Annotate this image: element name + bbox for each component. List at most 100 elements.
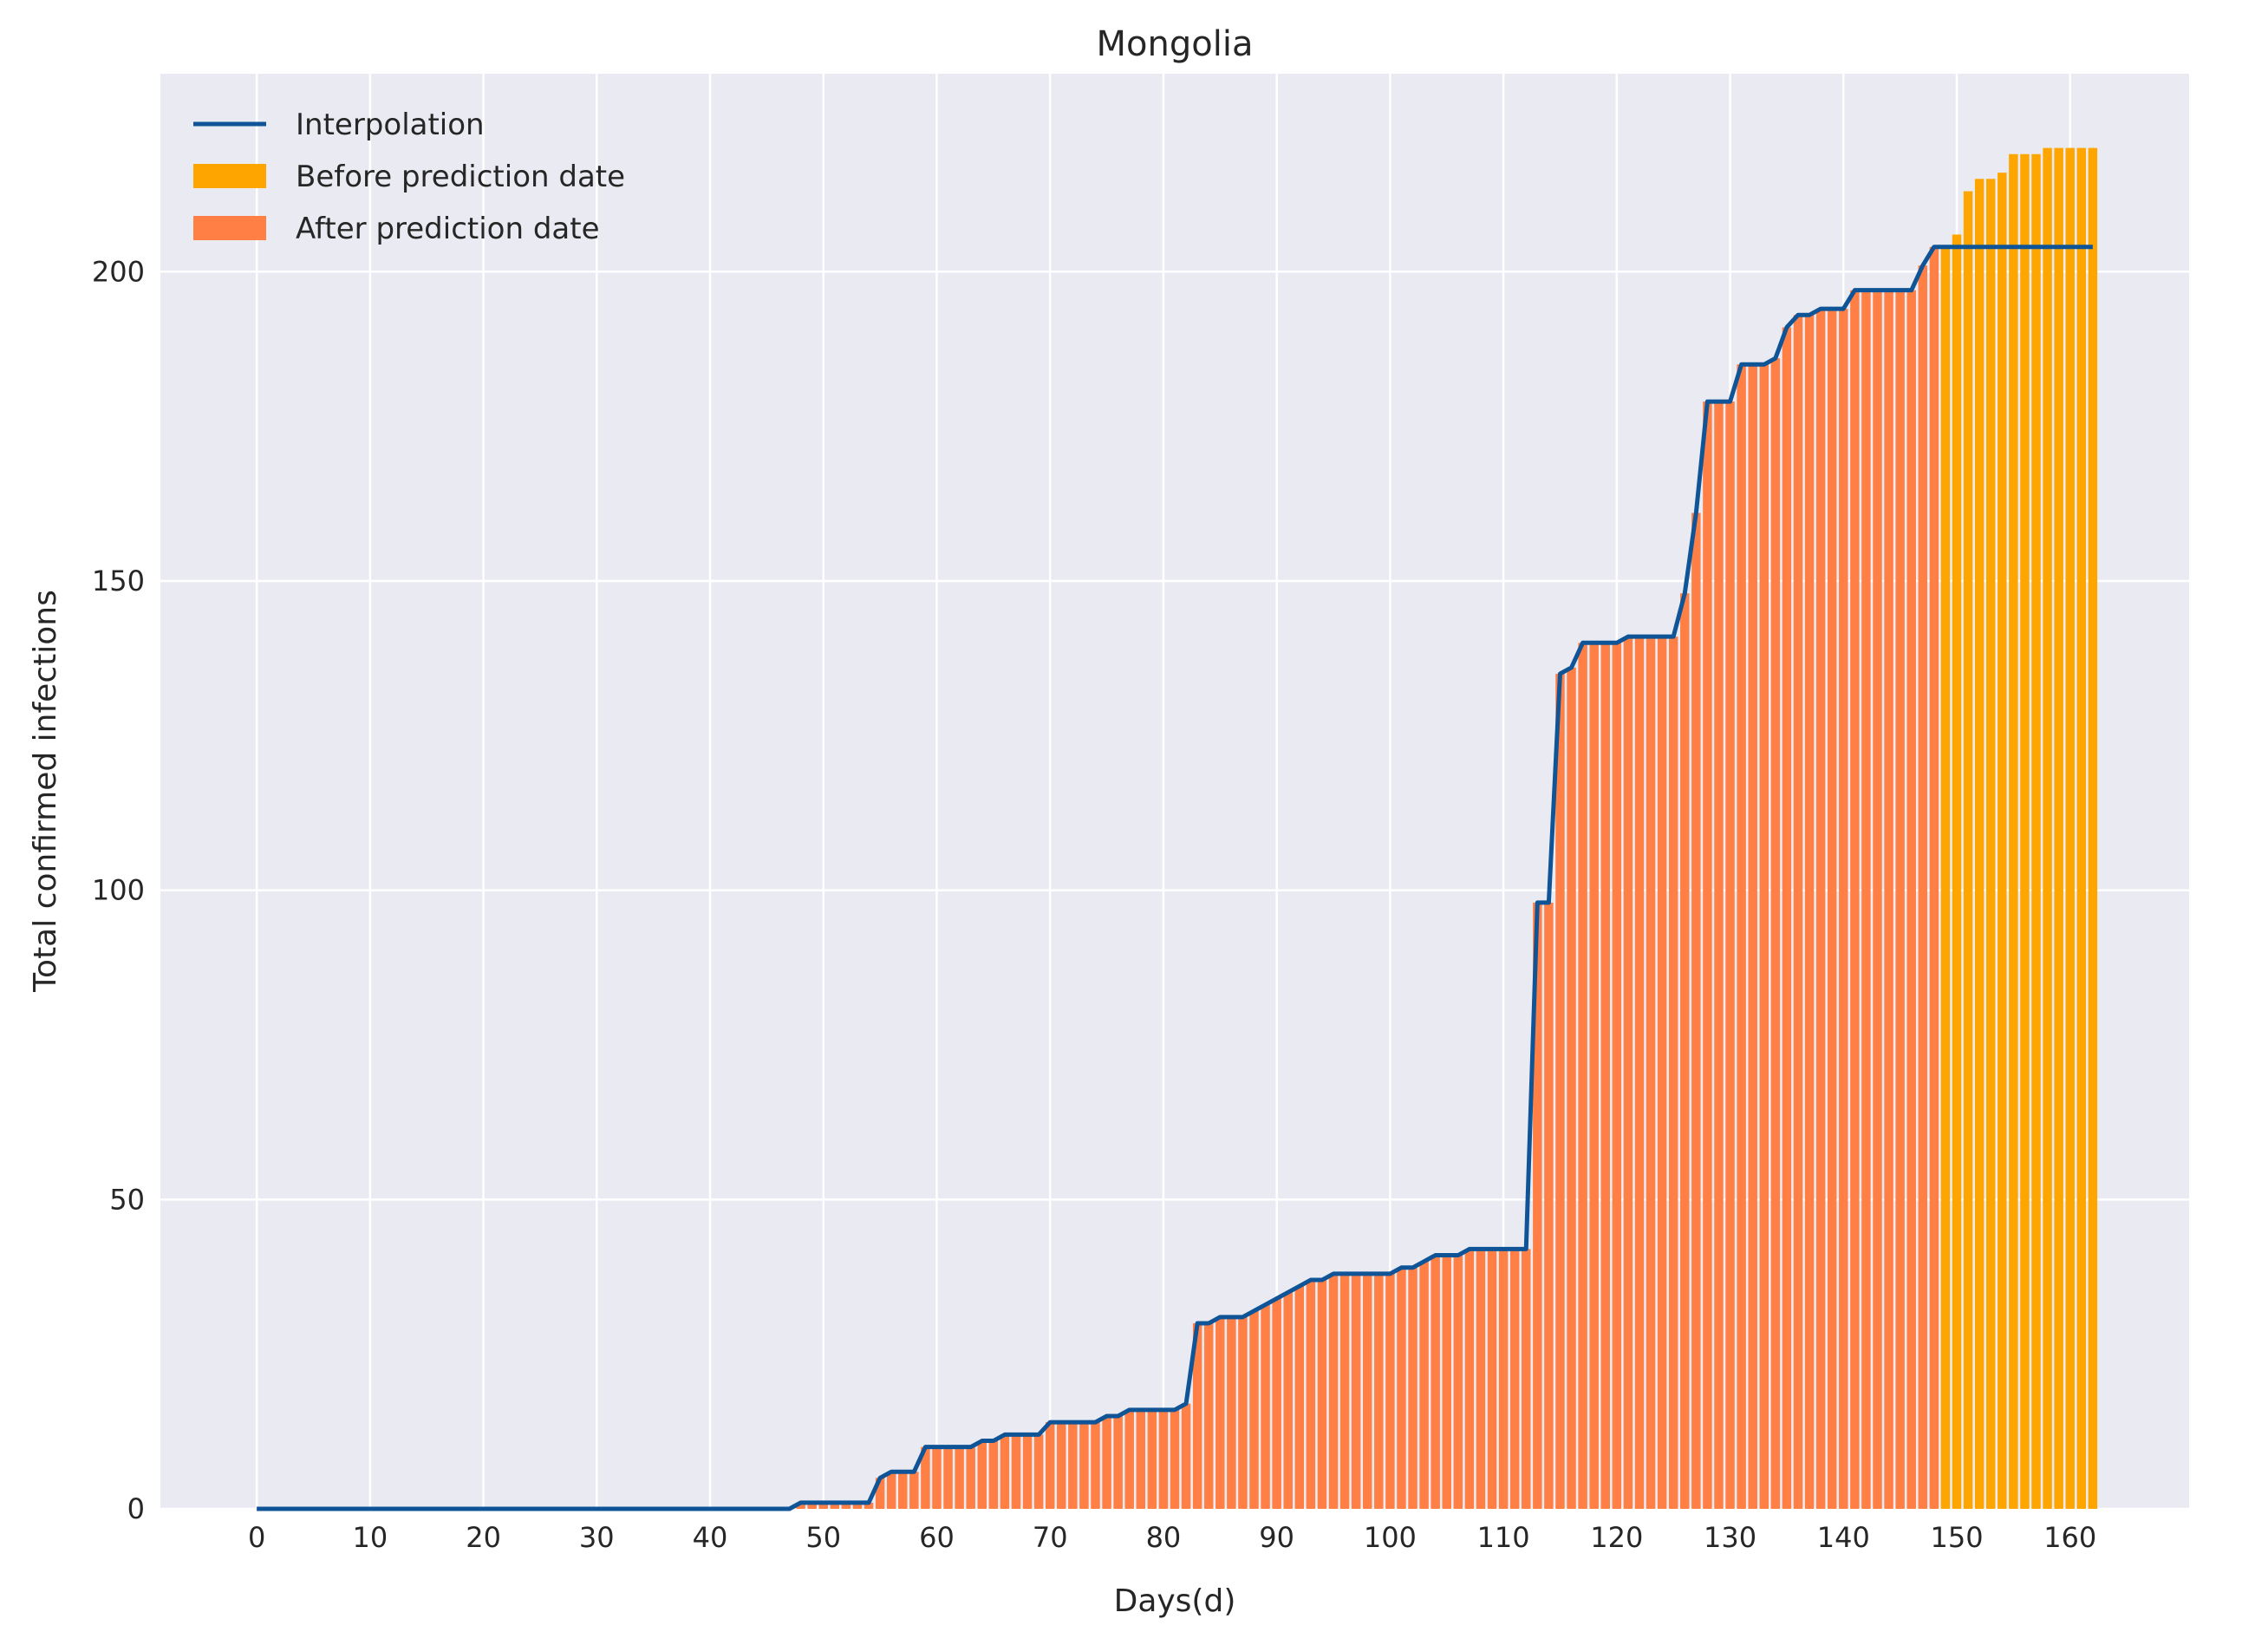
bar (898, 1472, 908, 1509)
bar (1748, 364, 1757, 1510)
bar (830, 1502, 840, 1509)
bar (852, 1502, 863, 1509)
bar (1623, 636, 1633, 1509)
bar (1397, 1267, 1406, 1509)
bar (1895, 290, 1905, 1509)
bar (2031, 153, 2041, 1510)
bar (1612, 643, 1622, 1509)
bar (1158, 1409, 1169, 1509)
bar (1442, 1255, 1451, 1509)
x-tick-label: 80 (1146, 1521, 1182, 1554)
bar (1385, 1273, 1395, 1509)
legend-label-line: Interpolation (296, 108, 485, 142)
bar (1453, 1255, 1463, 1509)
bar (1918, 265, 1928, 1510)
bar (1057, 1422, 1066, 1509)
bar (1714, 401, 1724, 1509)
x-tick-label: 10 (352, 1521, 388, 1554)
bar (2009, 153, 2018, 1510)
bar (1634, 636, 1645, 1509)
bar (1668, 636, 1678, 1509)
bar (932, 1446, 942, 1509)
bar (966, 1446, 975, 1509)
interpolation-line (257, 245, 2093, 1511)
chart-title: Mongolia (1097, 24, 1254, 64)
bar (1431, 1255, 1440, 1509)
y-tick-label: 100 (92, 874, 145, 907)
x-tick-label: 120 (1590, 1521, 1643, 1554)
bar (1272, 1298, 1281, 1509)
bar (1498, 1249, 1509, 1509)
bar (1181, 1403, 1191, 1509)
y-tick-label: 0 (127, 1492, 145, 1525)
bar (1544, 902, 1554, 1509)
bar (1249, 1310, 1259, 1509)
bar (1170, 1409, 1180, 1509)
bar (1703, 401, 1712, 1509)
bar (1487, 1249, 1497, 1509)
y-tick-label: 50 (109, 1183, 145, 1216)
bar (818, 1502, 828, 1509)
bar (921, 1446, 930, 1509)
bar (1238, 1316, 1248, 1509)
bar (1555, 673, 1565, 1509)
interpolation-layer (257, 245, 2093, 1511)
bar (1646, 636, 1656, 1509)
bar (1974, 179, 1984, 1510)
bar (1759, 364, 1769, 1510)
bar (1203, 1322, 1214, 1509)
x-tick-label: 50 (805, 1521, 841, 1554)
bar (1884, 290, 1893, 1509)
bar (1873, 290, 1882, 1509)
bar (1815, 309, 1826, 1509)
bar (1657, 636, 1667, 1509)
y-axis-label: Total confirmed infections (28, 590, 63, 993)
bar (909, 1472, 919, 1509)
bar (1839, 309, 1848, 1509)
bar (875, 1478, 885, 1509)
bar (1940, 246, 1951, 1509)
bar (1011, 1434, 1021, 1509)
bar (864, 1502, 874, 1509)
bar (1793, 315, 1803, 1510)
bar (1339, 1273, 1350, 1509)
bar (1600, 643, 1610, 1509)
bar (1294, 1286, 1305, 1509)
bar (1589, 643, 1599, 1509)
bar (1952, 234, 1962, 1510)
bar (886, 1472, 896, 1509)
bar (1374, 1273, 1384, 1509)
legend-swatch-after (193, 216, 266, 240)
x-tick-label: 130 (1704, 1521, 1756, 1554)
bar (1509, 1249, 1520, 1509)
x-tick-label: 60 (919, 1521, 955, 1554)
bar (807, 1502, 817, 1509)
x-tick-label: 100 (1364, 1521, 1417, 1554)
y-tick-label: 200 (92, 255, 145, 288)
bar (1906, 290, 1916, 1509)
bar (1998, 173, 2007, 1509)
legend-label-after: After prediction date (296, 212, 600, 246)
bar (1192, 1322, 1202, 1509)
bar (2054, 147, 2063, 1509)
bar (1261, 1304, 1270, 1509)
bar (1861, 290, 1871, 1509)
bar (1000, 1434, 1010, 1509)
bar (1782, 327, 1792, 1509)
bar (2065, 147, 2075, 1509)
bar (1045, 1422, 1055, 1509)
bar (955, 1446, 964, 1509)
x-tick-label: 20 (466, 1521, 501, 1554)
bar (1770, 358, 1781, 1510)
bar (1136, 1409, 1146, 1509)
x-tick-label: 90 (1259, 1521, 1294, 1554)
bar (1215, 1316, 1225, 1509)
bar (1533, 902, 1542, 1509)
bar (1351, 1273, 1361, 1509)
bar (1227, 1316, 1236, 1509)
bar (1419, 1261, 1429, 1509)
bar (1022, 1434, 1033, 1509)
bar (1737, 364, 1746, 1510)
bar (988, 1440, 999, 1509)
